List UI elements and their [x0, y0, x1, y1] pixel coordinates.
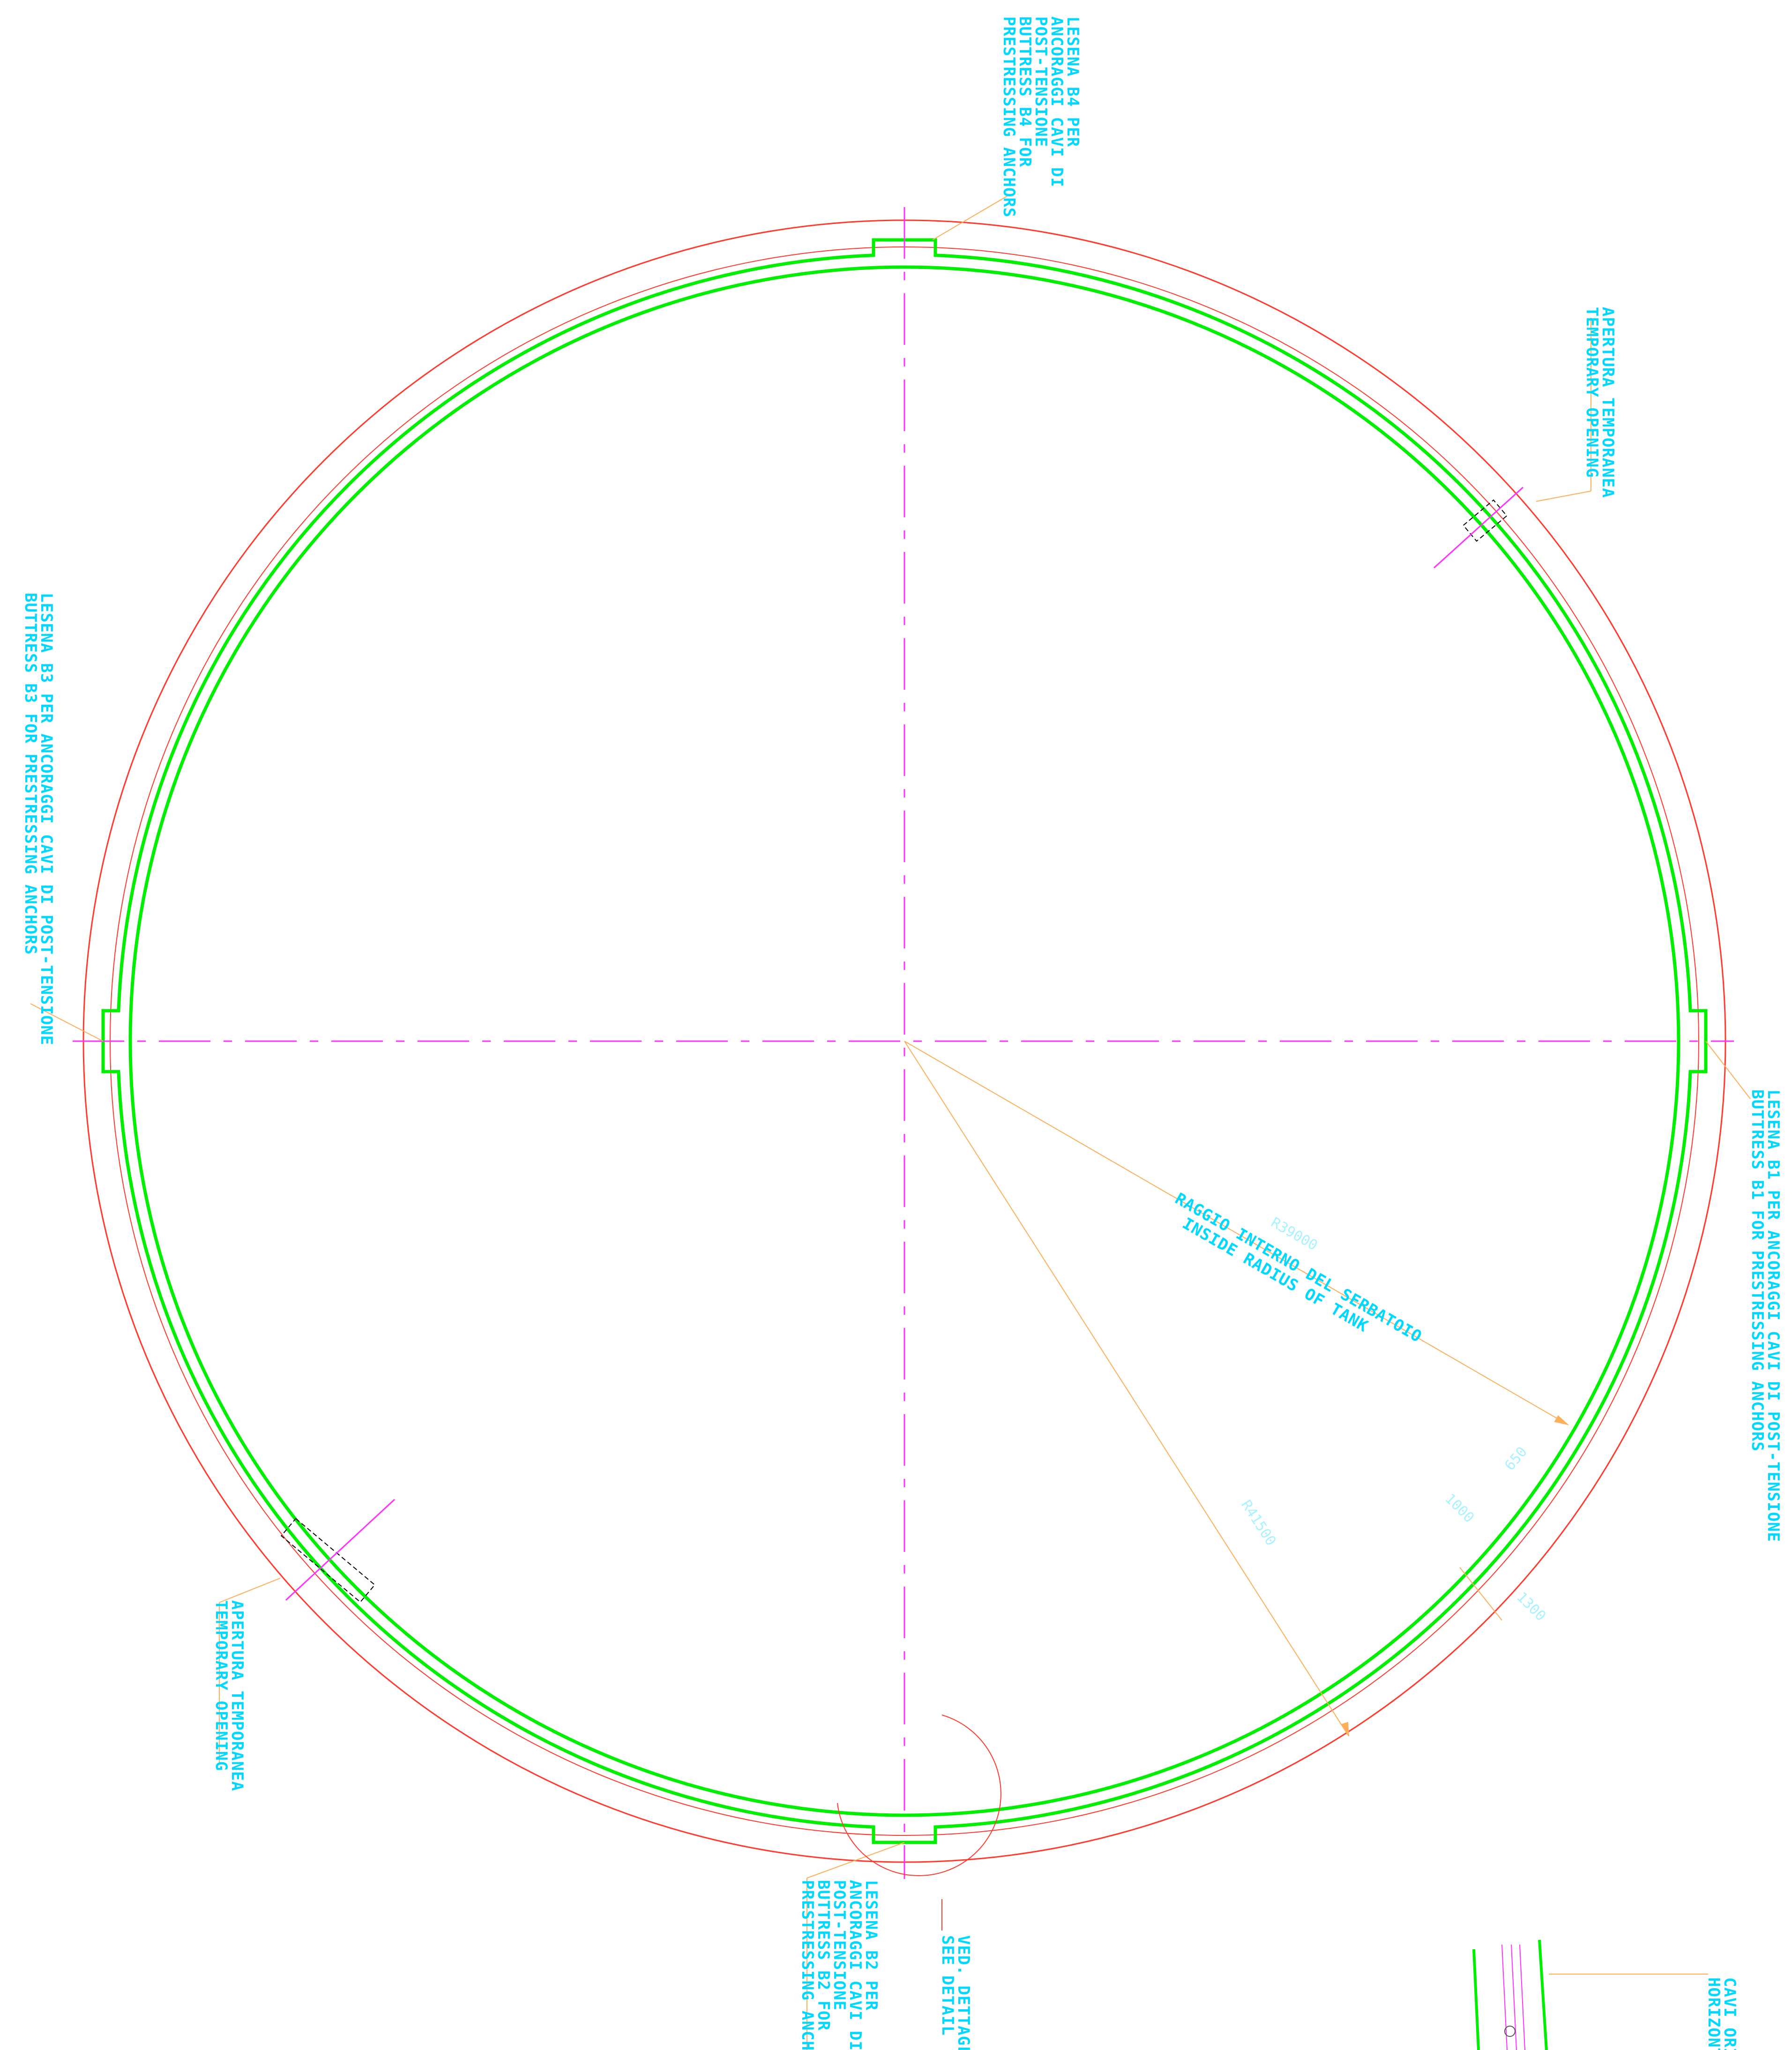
dimension-650: 650: [1501, 1444, 1531, 1474]
horizontal-cables-detail: [1472, 1939, 1548, 2050]
label-inside-radius: RAGGIO INTERNO DEL SERBATOIO INSIDE RADI…: [1163, 1189, 1434, 1367]
label-buttress-b4: LESENA B4 PER ANCORAGGI CAVI DI POST-TEN…: [1000, 16, 1082, 217]
detail-callout: [837, 1715, 1001, 1931]
tank-wall-outer: [101, 238, 1708, 1844]
label-buttress-b3: LESENA B3 PER ANCORAGGI CAVI DI POST-TEN…: [21, 593, 56, 1056]
tank-wall-inner: [128, 265, 1680, 1817]
label-horizontal-cables: CAVI ORIZ HORIZONT: [1704, 1977, 1739, 2050]
label-temporary-opening-sw: APERTURA TEMPORANEA TEMPORARY OPENING: [212, 1600, 246, 1801]
label-buttress-b1: LESENA B1 PER ANCORAGGI CAVI DI POST-TEN…: [1748, 1089, 1783, 1552]
label-temporary-opening-ne: APERTURA TEMPORANEA TEMPORARY OPENING: [1583, 307, 1617, 508]
label-buttress-b2: LESENA B2 PER ANCORAGGI CAVI DI POST-TEN…: [798, 1880, 881, 2050]
temporary-opening-ne: [1433, 486, 1524, 569]
label-leaders: [30, 195, 1751, 2050]
radius-dimension-lines: [904, 1041, 1569, 1737]
label-see-detail: VED. DETTAGLIO SEE DETAIL: [938, 1935, 973, 2050]
dimension-outer-radius: R41500: [1238, 1497, 1279, 1549]
dimension-1000: 1000: [1441, 1491, 1477, 1526]
dimension-1300: 1300: [1513, 1589, 1549, 1625]
